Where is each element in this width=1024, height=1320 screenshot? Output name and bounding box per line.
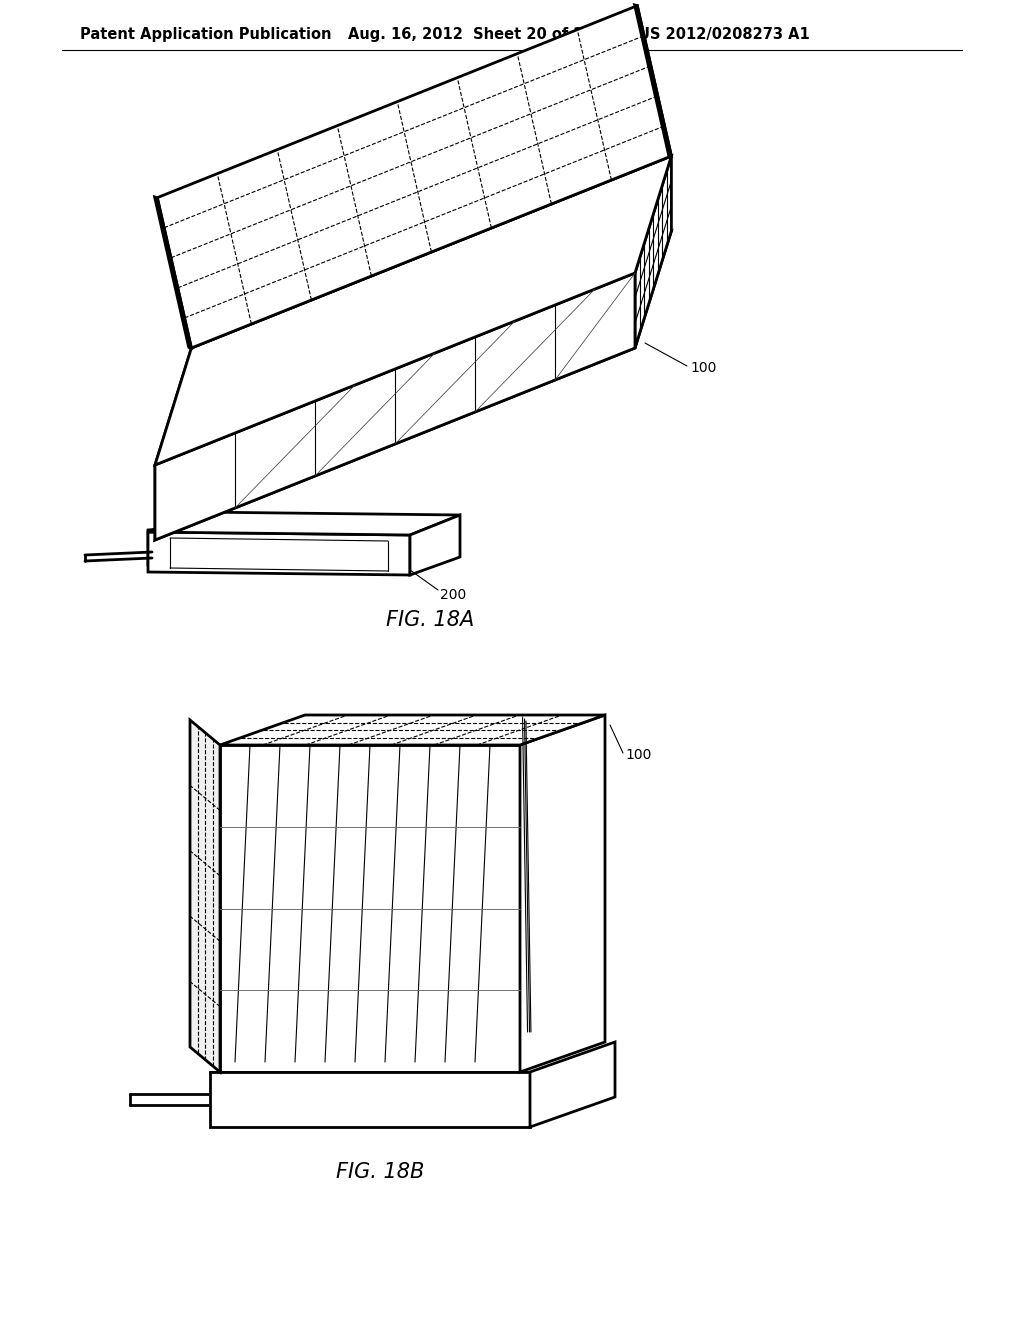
Polygon shape: [155, 197, 191, 348]
Text: Aug. 16, 2012  Sheet 20 of 22: Aug. 16, 2012 Sheet 20 of 22: [348, 28, 594, 42]
Polygon shape: [520, 715, 605, 1072]
Text: Patent Application Publication: Patent Application Publication: [80, 28, 332, 42]
Polygon shape: [155, 273, 635, 540]
Polygon shape: [155, 156, 672, 465]
Text: 100: 100: [690, 360, 717, 375]
Polygon shape: [148, 532, 410, 576]
Text: 132: 132: [530, 198, 556, 213]
Text: 200: 200: [440, 587, 466, 602]
Polygon shape: [530, 1041, 615, 1127]
Polygon shape: [635, 156, 672, 348]
Text: 132: 132: [390, 234, 417, 247]
Text: 200: 200: [560, 1082, 587, 1097]
Text: 132: 132: [460, 218, 486, 232]
Polygon shape: [220, 744, 520, 1072]
Polygon shape: [148, 517, 290, 565]
Polygon shape: [188, 156, 672, 348]
Polygon shape: [410, 515, 460, 576]
Polygon shape: [155, 231, 672, 540]
Text: FIG. 18A: FIG. 18A: [386, 610, 474, 630]
Text: US 2012/0208273 A1: US 2012/0208273 A1: [638, 28, 810, 42]
Polygon shape: [635, 5, 672, 156]
Text: 132: 132: [310, 253, 336, 267]
Polygon shape: [210, 1072, 530, 1127]
Text: FIG. 18B: FIG. 18B: [336, 1162, 424, 1181]
Text: 100: 100: [625, 748, 651, 762]
Polygon shape: [148, 512, 460, 535]
Polygon shape: [158, 5, 672, 348]
Polygon shape: [155, 348, 191, 540]
Polygon shape: [190, 719, 220, 1072]
Polygon shape: [220, 715, 605, 744]
